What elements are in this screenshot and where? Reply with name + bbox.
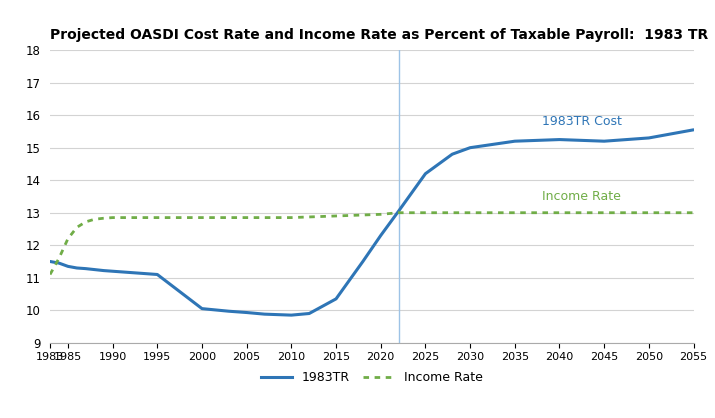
Legend: 1983TR, Income Rate: 1983TR, Income Rate <box>256 366 488 389</box>
Text: 1983TR Cost: 1983TR Cost <box>541 115 621 128</box>
Text: Projected OASDI Cost Rate and Income Rate as Percent of Taxable Payroll:  1983 T: Projected OASDI Cost Rate and Income Rat… <box>50 28 715 42</box>
Text: Income Rate: Income Rate <box>541 190 621 204</box>
